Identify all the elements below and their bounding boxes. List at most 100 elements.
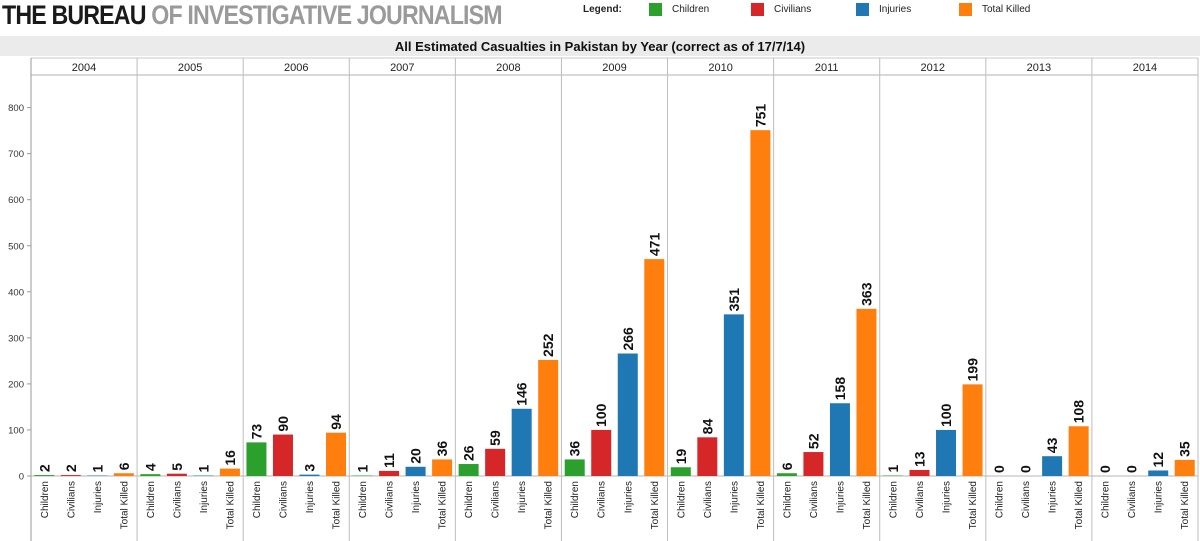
category-label: Civilians [1127,481,1138,518]
y-tick-label: 700 [8,149,24,160]
brand-bold: THE BUREAU [2,0,146,30]
category-label: Children [782,481,793,518]
data-label: 4 [142,463,158,471]
category-label: Total Killed [650,481,661,529]
bar [1148,470,1169,476]
bar [34,475,55,476]
year-label: 2006 [284,62,308,74]
data-label: 59 [487,430,503,446]
category-label: Civilians [809,481,820,518]
category-label: Total Killed [332,481,343,529]
category-label: Injuries [1154,481,1165,513]
y-tick-label: 300 [8,333,24,344]
data-label: 90 [275,416,291,432]
category-label: Civilians [491,481,502,518]
bar [564,459,585,476]
bar [405,466,426,476]
category-label: Total Killed [225,481,236,529]
bar [246,442,267,476]
category-label: Injuries [729,481,740,513]
data-label: 19 [673,448,689,464]
year-label: 2009 [602,62,626,74]
category-label: Total Killed [756,481,767,529]
bar [272,434,293,476]
category-label: Injuries [623,481,634,513]
category-label: Civilians [1021,481,1032,518]
category-label: Total Killed [1074,481,1085,529]
category-label: Injuries [942,481,953,513]
category-label: Injuries [199,481,210,513]
data-label: 1 [355,465,371,473]
data-label: 36 [434,441,450,457]
data-label: 6 [116,462,132,470]
bar [1068,426,1089,476]
data-label: 6 [779,462,795,470]
data-label: 94 [328,414,344,430]
data-label: 36 [567,441,583,457]
legend-label: Injuries [879,4,912,15]
y-tick-label: 0 [19,472,24,483]
data-label: 100 [593,403,609,427]
bar [829,403,850,476]
bar [1042,456,1063,476]
y-tick-label: 500 [8,241,24,252]
category-label: Injuries [411,481,422,513]
data-label: 108 [1071,400,1087,424]
legend-swatch [856,3,869,16]
bar [113,473,134,476]
data-label: 1 [885,465,901,473]
bar [432,459,453,476]
category-label: Injuries [835,481,846,513]
bar [538,359,559,476]
bar [776,473,797,476]
data-label: 266 [620,327,636,351]
data-label: 199 [965,358,981,382]
y-tick-label: 600 [8,195,24,206]
bar [644,259,665,476]
data-label: 0 [1018,465,1034,473]
data-label: 73 [248,424,264,440]
data-label: 471 [646,233,662,257]
bar [379,470,400,476]
bar [697,437,718,476]
data-label: 11 [381,453,397,468]
bar [723,314,744,476]
year-label: 2010 [708,62,732,74]
category-label: Civilians [172,481,183,518]
data-label: 0 [1124,465,1140,473]
bar [856,308,877,476]
category-label: Children [252,481,263,518]
data-label: 26 [461,445,477,461]
data-label: 252 [540,333,556,357]
y-tick-label: 800 [8,103,24,114]
category-label: Total Killed [1180,481,1191,529]
chart-title: All Estimated Casualties in Pakistan by … [395,39,805,54]
bar [326,432,347,476]
bar [458,464,479,476]
data-label: 52 [805,433,821,449]
data-label: 1 [195,465,211,473]
bar [750,130,771,477]
category-label: Total Killed [544,481,555,529]
legend-label: Children [672,4,710,15]
data-label: 12 [1150,452,1166,468]
category-label: Injuries [93,481,104,513]
bar [591,429,612,476]
data-label: 2 [36,464,52,472]
y-tick-label: 400 [8,287,24,298]
y-tick-label: 200 [8,379,24,390]
year-label: 2011 [815,62,839,74]
year-label: 2004 [72,62,96,74]
bar [140,474,161,476]
data-label: 13 [912,451,928,467]
data-label: 0 [991,465,1007,473]
legend-label: Total Killed [982,4,1031,15]
category-label: Children [676,481,687,518]
category-label: Children [570,481,581,518]
bar [299,474,320,476]
data-label: 0 [1097,465,1113,473]
year-label: 2012 [921,62,945,74]
category-label: Children [358,481,369,518]
year-label: 2008 [496,62,520,74]
